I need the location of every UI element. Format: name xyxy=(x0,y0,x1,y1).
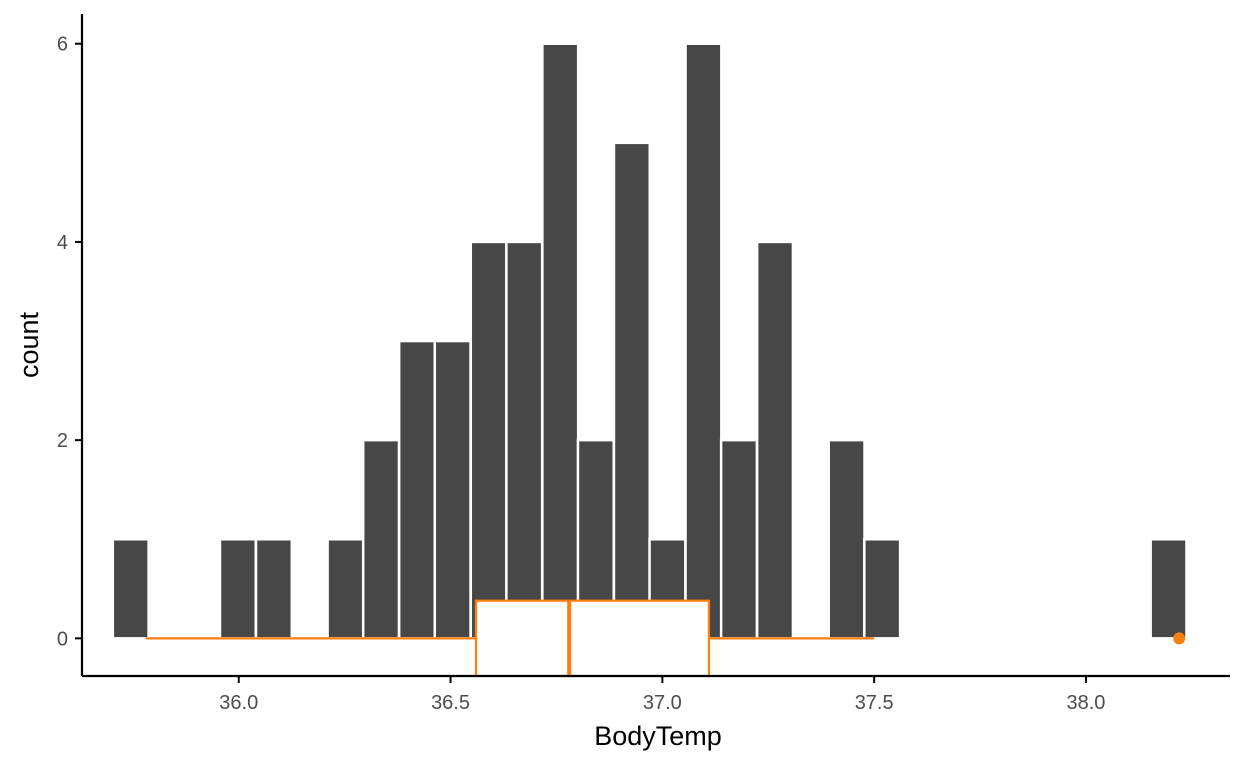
histogram-bar xyxy=(684,42,723,640)
y-tick-label: 6 xyxy=(57,34,68,56)
histogram-bar xyxy=(111,537,150,640)
histogram-bar xyxy=(254,537,294,640)
histogram-bar xyxy=(218,537,258,640)
y-tick-label: 4 xyxy=(57,232,68,254)
boxplot-outlier xyxy=(1173,632,1186,645)
x-tick-label: 38.0 xyxy=(1067,692,1106,714)
histogram-bar xyxy=(719,438,759,640)
axes xyxy=(80,14,1230,678)
histogram-bar xyxy=(541,42,580,640)
y-tick-label: 0 xyxy=(57,628,68,650)
histogram-bar xyxy=(612,141,652,640)
histogram-bar xyxy=(505,240,544,640)
histogram-bar xyxy=(1149,537,1188,640)
x-tick-label: 36.5 xyxy=(431,692,470,714)
histogram-bar xyxy=(397,339,437,640)
bars-layer xyxy=(111,42,1188,640)
x-tick-label: 37.0 xyxy=(643,692,682,714)
boxplot-box xyxy=(474,599,711,678)
histogram-bar xyxy=(433,339,472,640)
histogram-bar xyxy=(827,438,866,640)
y-tick-label: 2 xyxy=(57,430,68,452)
boxplot xyxy=(145,599,1186,678)
histogram-bar xyxy=(469,240,508,640)
x-tick-label: 37.5 xyxy=(855,692,894,714)
x-tick-label: 36.0 xyxy=(219,692,258,714)
histogram-bar xyxy=(755,240,795,640)
ticks: 36.0 36.5 37.0 37.5 38.0 0 2 4 6 xyxy=(57,34,1106,714)
histogram-bar xyxy=(863,537,902,640)
histogram-bar xyxy=(326,537,365,640)
x-axis-title: BodyTemp xyxy=(594,721,722,751)
histogram-bar xyxy=(361,438,401,640)
y-axis-title: count xyxy=(14,311,44,378)
